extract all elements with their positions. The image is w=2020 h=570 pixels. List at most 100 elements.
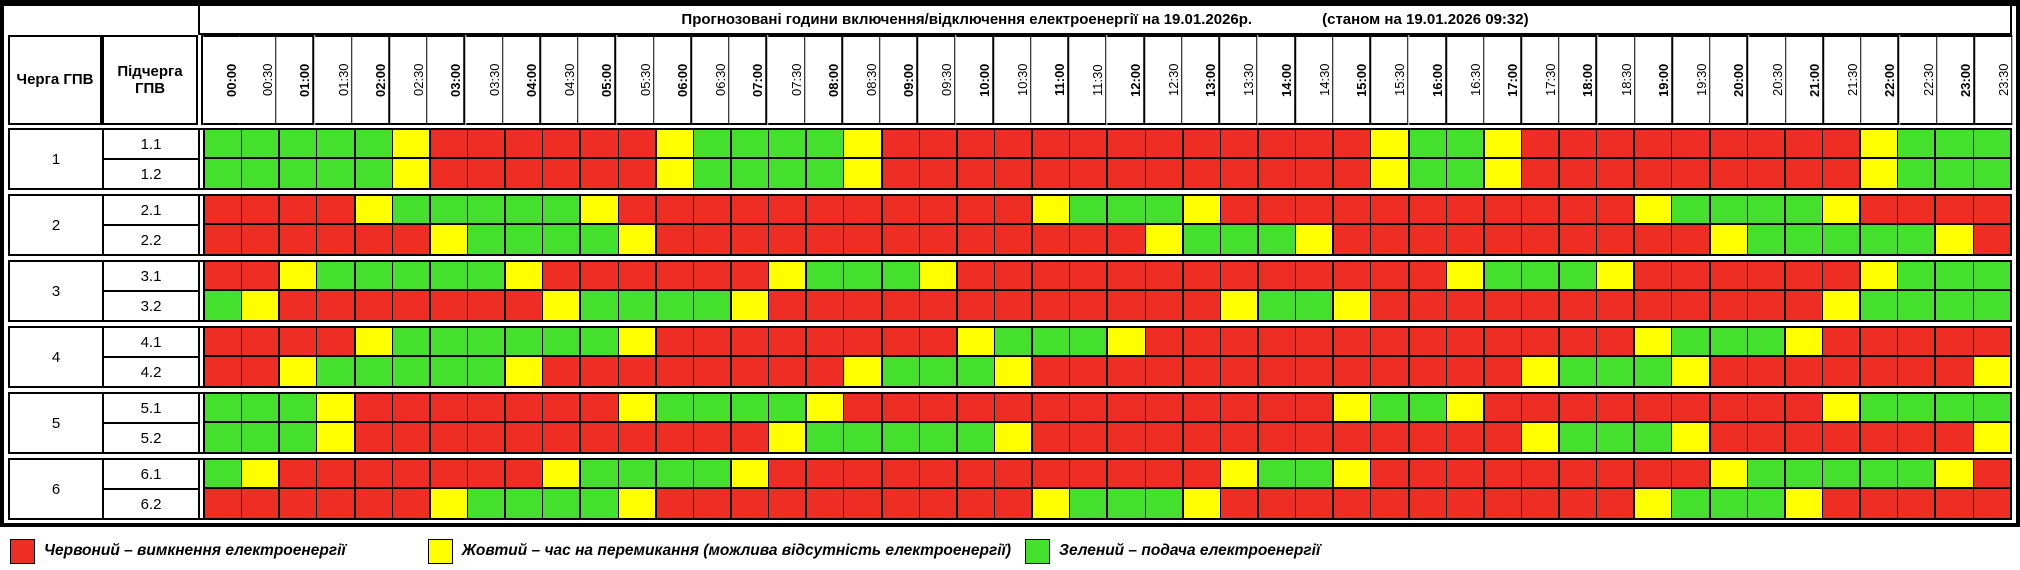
slot-1.1-09-30 [918, 130, 956, 159]
slot-5.2-16-00 [1407, 423, 1446, 452]
slot-3.2-16-00 [1407, 291, 1446, 320]
time-label-14-30: 14:30 [1295, 35, 1334, 125]
slot-1.1-21-00 [1783, 130, 1823, 159]
slot-4.1-15-30 [1370, 328, 1408, 357]
slot-1.1-23-30 [1972, 130, 2010, 159]
slot-6.1-02-30 [391, 460, 429, 489]
slot-1.1-03-00 [428, 130, 467, 159]
slot-5.2-21-00 [1783, 423, 1823, 452]
legend-swatch-green [1025, 538, 1050, 564]
time-label-06-30: 06:30 [692, 35, 730, 125]
slot-3.1-13-00 [1181, 262, 1220, 291]
legend-item-green: Зелений – подача електроенергії [1025, 538, 1320, 564]
slot-3.1-03-00 [428, 262, 467, 291]
slot-6.1-03-30 [466, 460, 505, 489]
slot-5.1-22-30 [1897, 394, 1935, 423]
slot-6.1-16-30 [1445, 460, 1483, 489]
slot-5.1-15-00 [1332, 394, 1371, 423]
time-label-01-00: 01:00 [276, 35, 315, 125]
slot-1.2-10-30 [993, 159, 1032, 188]
slot-2.2-23-00 [1934, 225, 1973, 254]
queue-group-2: 2 2.1 2.2 [8, 194, 2012, 256]
slot-2.1-09-30 [918, 196, 956, 225]
slot-6.2-17-30 [1520, 489, 1559, 518]
slot-3.2-16-30 [1445, 291, 1483, 320]
slot-1.1-05-30 [617, 130, 655, 159]
slot-5.1-12-00 [1106, 394, 1145, 423]
time-label-02-00: 02:00 [351, 35, 391, 125]
slot-4.1-09-00 [880, 328, 919, 357]
slot-4.1-18-30 [1596, 328, 1634, 357]
subqueue-column: 5.1 5.2 [104, 394, 200, 452]
slot-2.2-02-30 [391, 225, 429, 254]
slot-3.2-21-00 [1783, 291, 1823, 320]
slot-3.1-21-30 [1822, 262, 1860, 291]
slot-1.2-13-30 [1219, 159, 1257, 188]
slot-2.2-14-30 [1295, 225, 1333, 254]
slot-3.1-02-30 [391, 262, 429, 291]
time-label-22-30: 22:30 [1899, 35, 1937, 125]
slot-6.2-03-00 [428, 489, 467, 518]
slot-1.1-07-00 [729, 130, 769, 159]
slot-1.2-14-30 [1295, 159, 1333, 188]
slot-5.1-08-30 [843, 394, 881, 423]
slot-6.1-17-00 [1482, 460, 1521, 489]
slot-5.1-20-30 [1746, 394, 1784, 423]
slot-1.1-11-00 [1031, 130, 1070, 159]
slot-1.2-21-30 [1822, 159, 1860, 188]
slot-1.2-08-00 [805, 159, 844, 188]
slot-1.2-04-00 [504, 159, 543, 188]
slot-5.1-09-00 [880, 394, 919, 423]
slot-5.2-04-30 [542, 423, 580, 452]
slot-1.1-22-00 [1859, 130, 1898, 159]
slot-4.2-22-00 [1859, 357, 1898, 386]
time-label-03-30: 03:30 [465, 35, 503, 125]
slot-2.1-15-00 [1332, 196, 1371, 225]
slot-6.2-18-30 [1596, 489, 1634, 518]
slot-2.2-21-30 [1822, 225, 1860, 254]
slot-6.2-19-00 [1633, 489, 1672, 518]
slot-5.2-21-30 [1822, 423, 1860, 452]
slot-3.2-12-00 [1106, 291, 1145, 320]
slot-1.2-22-30 [1897, 159, 1935, 188]
slot-2.2-22-30 [1897, 225, 1935, 254]
slot-5.2-14-00 [1256, 423, 1296, 452]
time-label-13-00: 13:00 [1182, 35, 1221, 125]
slot-3.1-15-00 [1332, 262, 1371, 291]
slot-5.2-19-00 [1633, 423, 1672, 452]
slot-2.1-14-30 [1295, 196, 1333, 225]
slot-3.2-02-30 [391, 291, 429, 320]
slot-6.1-14-30 [1295, 460, 1333, 489]
slot-1.1-16-00 [1407, 130, 1446, 159]
time-label-19-00: 19:00 [1634, 35, 1674, 125]
schedule-row-2.1 [205, 196, 2010, 225]
slot-5.1-13-00 [1181, 394, 1220, 423]
slot-1.2-08-30 [843, 159, 881, 188]
slot-6.2-08-30 [843, 489, 881, 518]
slot-4.2-21-30 [1822, 357, 1860, 386]
slot-2.2-22-00 [1859, 225, 1898, 254]
slot-5.2-18-00 [1558, 423, 1597, 452]
slot-1.1-12-00 [1106, 130, 1145, 159]
slot-4.1-17-00 [1482, 328, 1521, 357]
slot-6.2-09-00 [880, 489, 919, 518]
slot-6.2-19-30 [1671, 489, 1709, 518]
slot-2.2-01-00 [278, 225, 317, 254]
time-label-05-30: 05:30 [616, 35, 654, 125]
slot-2.2-03-30 [466, 225, 505, 254]
slot-5.1-11-30 [1069, 394, 1107, 423]
slot-3.1-06-00 [654, 262, 693, 291]
schedule-row-4.2 [205, 357, 2010, 386]
schedule-row-6.1 [205, 460, 2010, 489]
slot-4.1-22-00 [1859, 328, 1898, 357]
slot-3.1-10-30 [993, 262, 1032, 291]
slot-1.2-02-00 [353, 159, 392, 188]
slot-6.2-15-30 [1370, 489, 1408, 518]
slot-2.1-18-30 [1596, 196, 1634, 225]
slot-4.2-12-30 [1144, 357, 1182, 386]
slot-5.1-18-30 [1596, 394, 1634, 423]
slot-6.1-07-00 [729, 460, 769, 489]
slot-4.1-23-00 [1934, 328, 1973, 357]
time-label-15-30: 15:30 [1371, 35, 1409, 125]
slot-2.2-16-00 [1407, 225, 1446, 254]
